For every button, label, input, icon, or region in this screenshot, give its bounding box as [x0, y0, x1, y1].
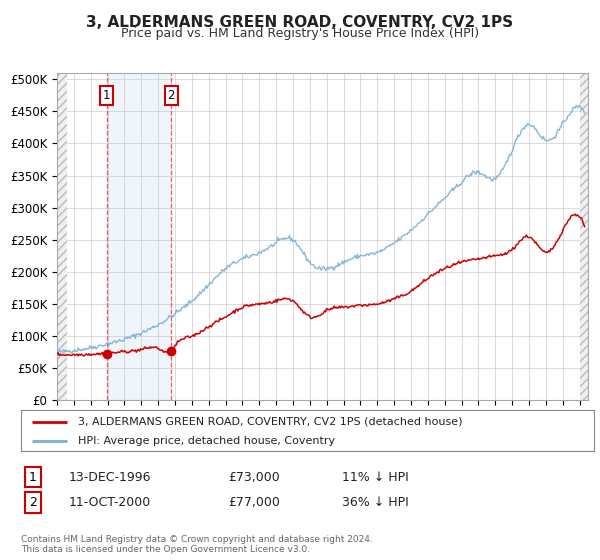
Text: 13-DEC-1996: 13-DEC-1996 — [69, 470, 151, 484]
Bar — [107, 73, 171, 400]
Bar — [57, 73, 67, 400]
Text: 36% ↓ HPI: 36% ↓ HPI — [342, 496, 409, 509]
Text: 2: 2 — [167, 89, 175, 102]
Bar — [580, 73, 588, 400]
Text: Contains HM Land Registry data © Crown copyright and database right 2024.
This d: Contains HM Land Registry data © Crown c… — [21, 535, 373, 554]
Text: 1: 1 — [29, 470, 37, 484]
Text: 3, ALDERMANS GREEN ROAD, COVENTRY, CV2 1PS (detached house): 3, ALDERMANS GREEN ROAD, COVENTRY, CV2 1… — [79, 417, 463, 427]
Text: £73,000: £73,000 — [228, 470, 280, 484]
Text: 11-OCT-2000: 11-OCT-2000 — [69, 496, 151, 509]
Text: 2: 2 — [29, 496, 37, 509]
Text: 11% ↓ HPI: 11% ↓ HPI — [342, 470, 409, 484]
Text: 1: 1 — [103, 89, 110, 102]
Text: Price paid vs. HM Land Registry's House Price Index (HPI): Price paid vs. HM Land Registry's House … — [121, 27, 479, 40]
Text: £77,000: £77,000 — [228, 496, 280, 509]
Text: 3, ALDERMANS GREEN ROAD, COVENTRY, CV2 1PS: 3, ALDERMANS GREEN ROAD, COVENTRY, CV2 1… — [86, 15, 514, 30]
Text: HPI: Average price, detached house, Coventry: HPI: Average price, detached house, Cove… — [79, 436, 335, 446]
